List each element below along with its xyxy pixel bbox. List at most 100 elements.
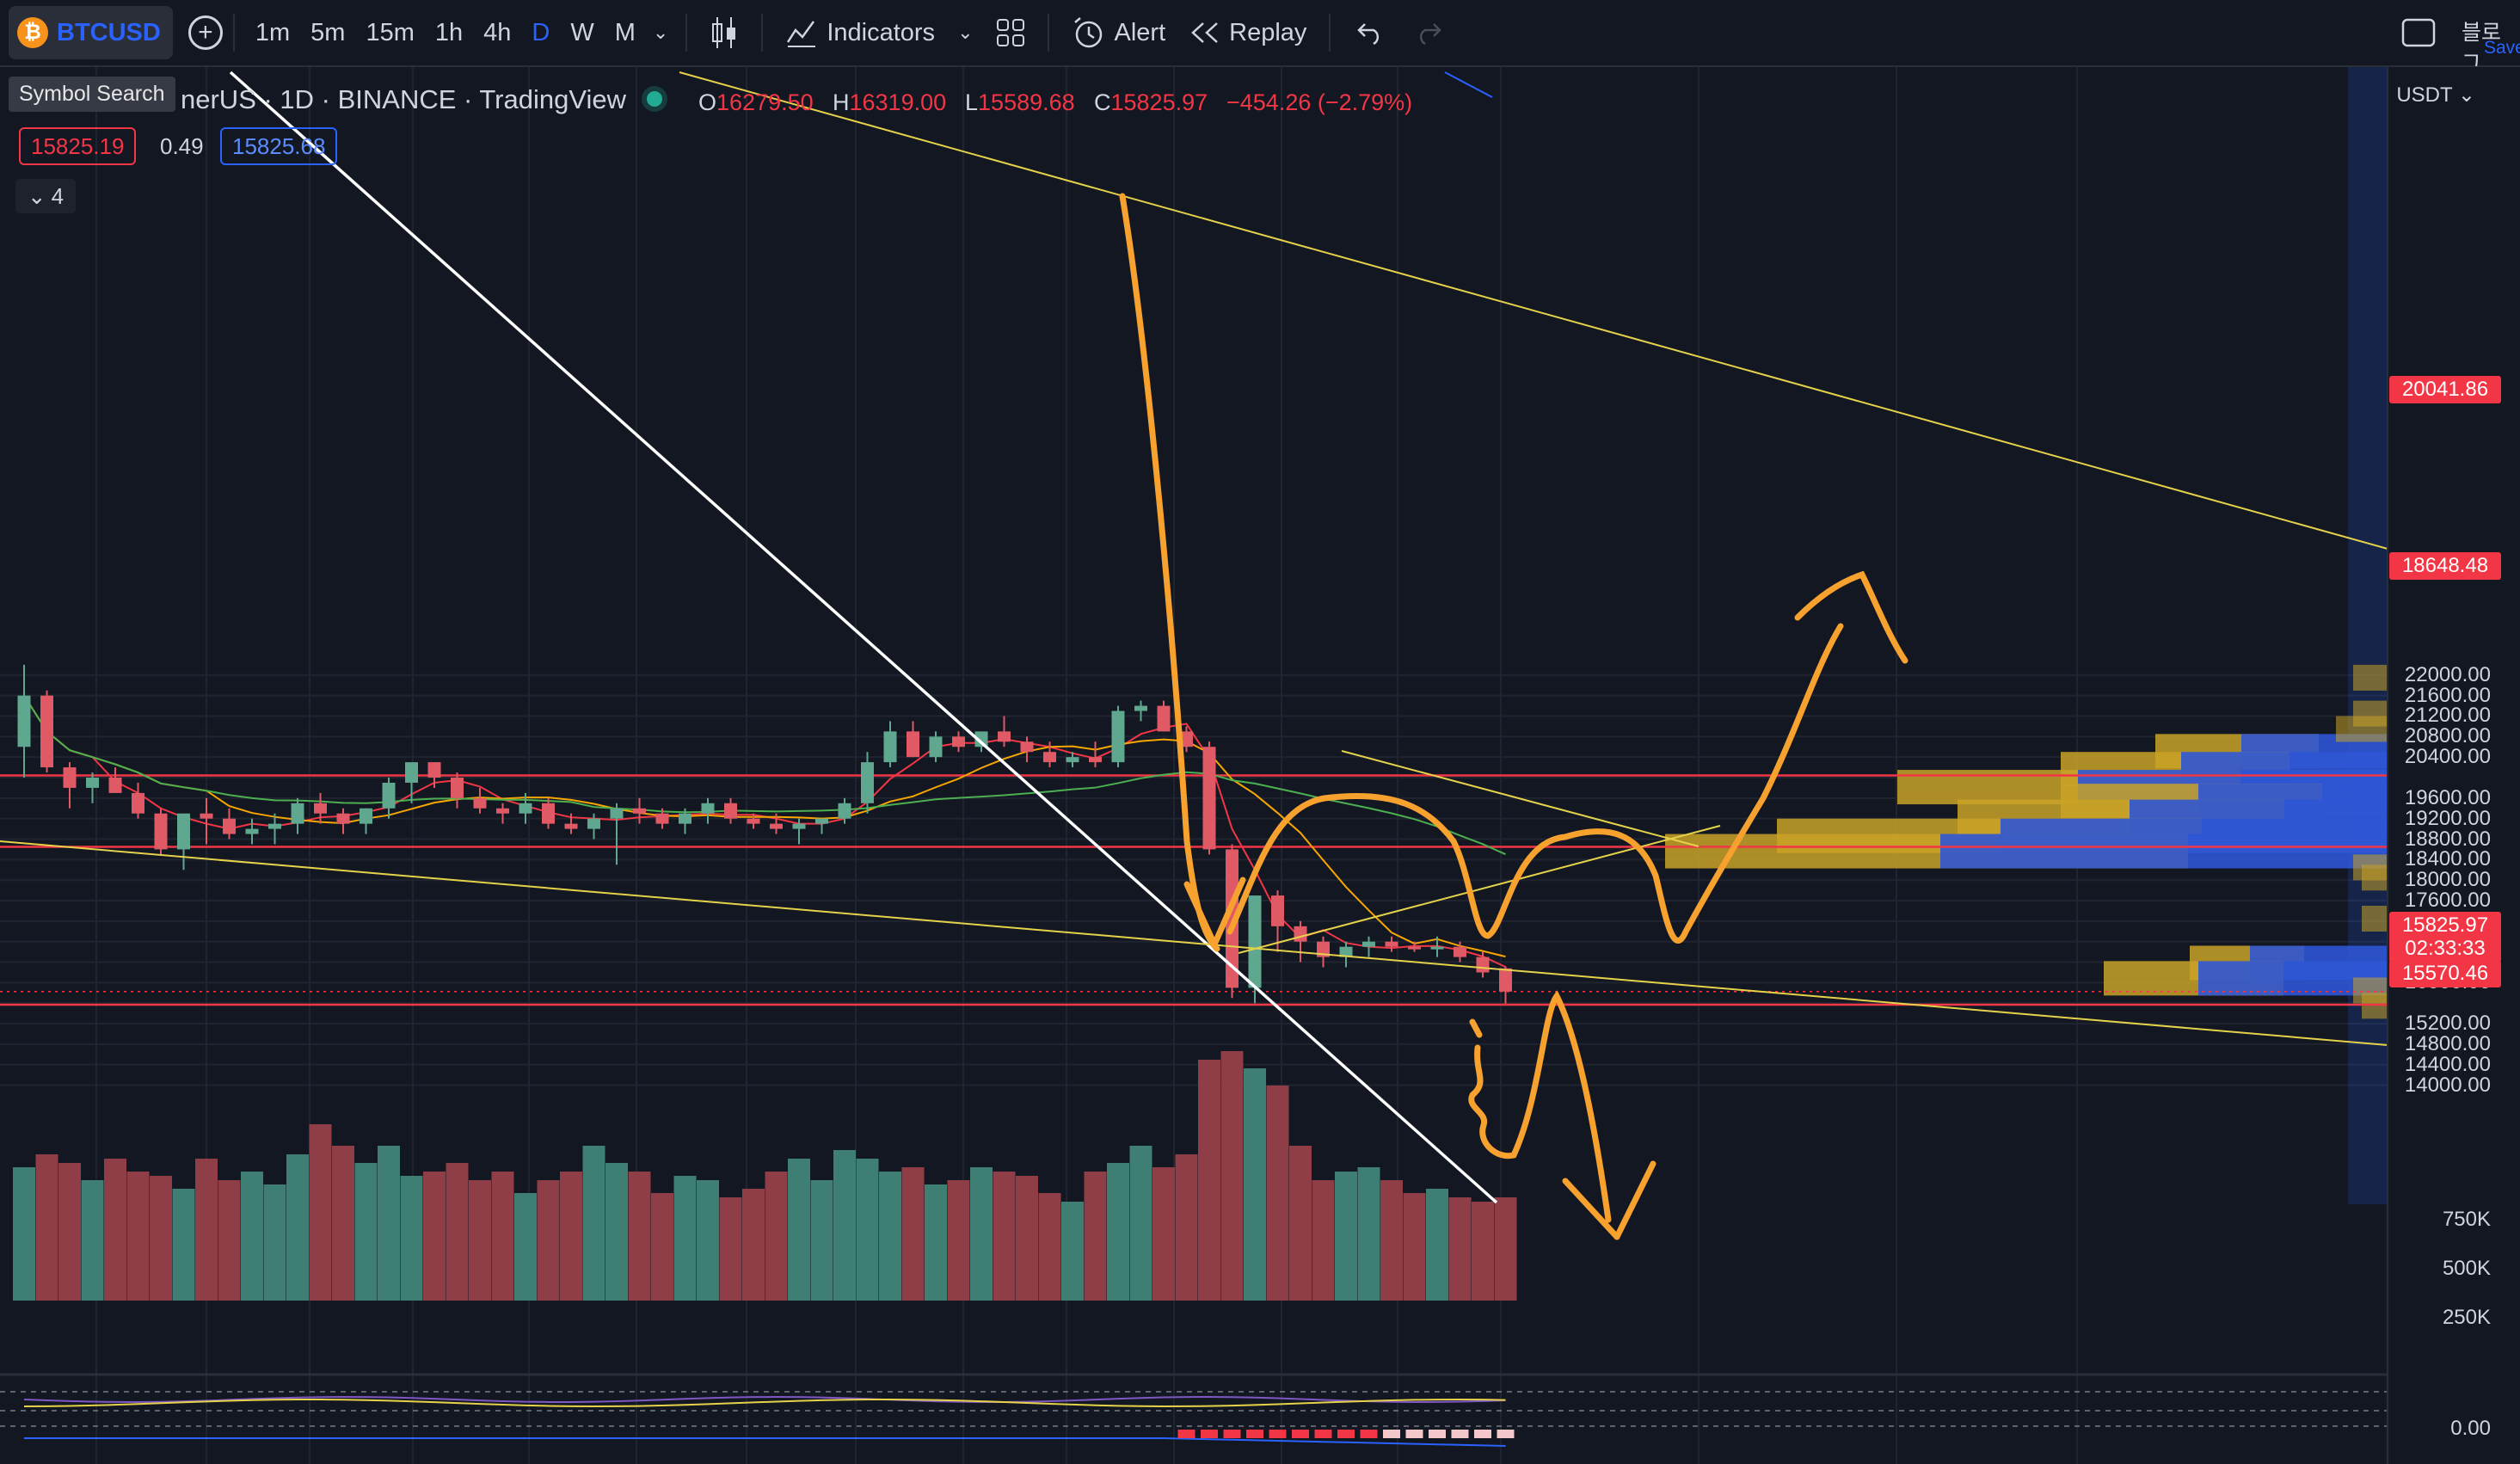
- volume-bar: [901, 1167, 925, 1301]
- market-status-icon: [647, 91, 662, 107]
- price-axis-tick: 20400.00: [2404, 745, 2491, 769]
- downtrend-line: [229, 71, 1498, 1204]
- candle-body: [747, 818, 760, 824]
- interval-w[interactable]: W: [570, 18, 594, 46]
- interval-4h[interactable]: 4h: [483, 18, 512, 46]
- symbol-selector[interactable]: ₿ BTCUSD: [9, 6, 173, 59]
- toolbar-divider: [232, 14, 235, 52]
- candle-body: [17, 695, 31, 747]
- volume-bar: [104, 1159, 126, 1301]
- volume-bar: [1289, 1146, 1312, 1301]
- volume-bar: [423, 1172, 446, 1301]
- candle-body: [610, 808, 624, 819]
- price-axis-bg: [2388, 67, 2520, 1464]
- ma-line: [23, 695, 1506, 856]
- volume-bar: [1426, 1189, 1448, 1301]
- replay-button[interactable]: Replay: [1177, 7, 1318, 58]
- candle-body: [838, 803, 851, 819]
- arrow-down-head: [1183, 877, 1246, 948]
- volume-bar: [126, 1172, 150, 1301]
- volume-axis-tick: 500K: [2442, 1257, 2491, 1280]
- macd-histogram-bar: [1246, 1430, 1263, 1438]
- candle-body: [108, 778, 122, 793]
- vp-bar-small: [2336, 716, 2388, 742]
- legend-collapse-button[interactable]: ⌄ 4: [15, 179, 76, 213]
- alert-icon: [1073, 17, 1102, 48]
- volume-bar: [172, 1189, 195, 1301]
- price-axis-tick: 20800.00: [2404, 724, 2491, 748]
- price-axis-tick: 15200.00: [2404, 1012, 2491, 1036]
- ohlc-high: H16319.00: [833, 89, 947, 115]
- sell-price-button[interactable]: 15825.19: [19, 127, 137, 165]
- candle-body: [952, 736, 965, 747]
- candle-body: [132, 792, 144, 814]
- candle-body: [40, 695, 53, 768]
- chart-title: nerUS · 1D · BINANCE · TradingView: [181, 84, 626, 114]
- volume-axis-tick: 750K: [2442, 1208, 2491, 1231]
- volume-bar: [765, 1172, 788, 1301]
- volume-bar: [742, 1189, 765, 1301]
- macd-histogram-bar: [1474, 1430, 1491, 1438]
- chevron-down-icon[interactable]: ⌄: [652, 22, 669, 43]
- chart-canvas[interactable]: [0, 67, 2520, 1464]
- alert-button[interactable]: Alert: [1060, 7, 1178, 58]
- candle-body: [268, 823, 281, 829]
- interval-m[interactable]: M: [614, 18, 636, 46]
- price-axis-tick: 19200.00: [2404, 806, 2491, 830]
- interval-1h[interactable]: 1h: [434, 18, 464, 46]
- candle-body: [1476, 957, 1490, 973]
- add-symbol-icon[interactable]: +: [187, 15, 223, 50]
- trend-lines: [0, 71, 2388, 1204]
- horizontal-lines: [0, 774, 2388, 1006]
- chevron-down-icon[interactable]: ⌄: [957, 22, 974, 43]
- volume-bar: [993, 1172, 1016, 1301]
- candle-body: [154, 813, 168, 850]
- macd-histogram-bar: [1337, 1430, 1355, 1438]
- price-tag: 15570.46: [2389, 960, 2501, 987]
- vp-range: [2348, 67, 2388, 1204]
- templates-icon[interactable]: [984, 7, 1037, 58]
- candle-body: [655, 813, 669, 824]
- volume-bar: [241, 1172, 263, 1301]
- chevron-icon: ⌄: [27, 182, 46, 209]
- volume-bar: [1038, 1193, 1061, 1301]
- currency-selector[interactable]: USDT ⌄: [2396, 83, 2475, 107]
- undo-icon[interactable]: [1341, 7, 1399, 58]
- interval-d[interactable]: D: [532, 18, 550, 46]
- candle-body: [451, 778, 464, 798]
- candle-body: [1248, 895, 1262, 988]
- volume-bar: [13, 1167, 35, 1301]
- candle-body: [382, 782, 396, 809]
- macd-histogram-bar: [1177, 1430, 1195, 1438]
- price-tag: 18648.48: [2389, 552, 2501, 580]
- volume-bar: [1244, 1068, 1266, 1301]
- macd-histogram-bar: [1314, 1430, 1332, 1438]
- candle-body: [1202, 747, 1216, 850]
- ohlc-open: O16279.50: [698, 89, 814, 115]
- vp-bar-small: [2362, 993, 2388, 1019]
- save-label[interactable]: Save: [2484, 38, 2520, 58]
- volume-bar: [833, 1150, 856, 1301]
- candle-body: [200, 813, 213, 819]
- interval-5m[interactable]: 5m: [310, 18, 346, 46]
- indicators-button[interactable]: Indicators: [773, 7, 947, 58]
- candle-body: [929, 736, 943, 758]
- macd-histogram-bar: [1201, 1430, 1218, 1438]
- candle-body: [1271, 895, 1284, 926]
- top-toolbar: ₿ BTCUSD + 1m 5m 15m 1h 4h D W M ⌄ Indicators ⌄…: [0, 0, 2520, 76]
- interval-1m[interactable]: 1m: [255, 18, 291, 46]
- volume-bar: [697, 1180, 719, 1301]
- layout-icon[interactable]: [2401, 7, 2436, 58]
- price-axis-tick: 14400.00: [2404, 1052, 2491, 1076]
- interval-15m[interactable]: 15m: [366, 18, 415, 46]
- price-axis-tick: 19600.00: [2404, 785, 2491, 809]
- candle-type-icon[interactable]: [698, 7, 751, 58]
- toolbar-divider: [1047, 14, 1049, 52]
- redo-icon[interactable]: [1399, 7, 1458, 58]
- price-axis-tick: 21600.00: [2404, 683, 2491, 707]
- volume-bar: [1152, 1167, 1175, 1301]
- indicators-label: Indicators: [827, 18, 936, 46]
- price-axis-tick: 18400.00: [2404, 847, 2491, 871]
- vp-bar-small: [2362, 864, 2388, 891]
- buy-price-button[interactable]: 15825.68: [220, 127, 338, 165]
